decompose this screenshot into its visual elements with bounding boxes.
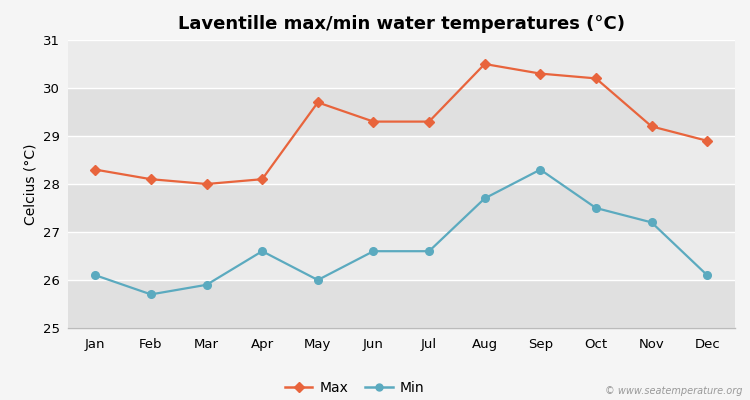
Min xyxy=(647,220,656,225)
Min xyxy=(258,249,267,254)
Bar xyxy=(68,232,735,280)
Min xyxy=(91,273,100,278)
Max xyxy=(703,138,712,143)
Text: © www.seatemperature.org: © www.seatemperature.org xyxy=(605,386,742,396)
Max xyxy=(424,119,433,124)
Bar xyxy=(68,136,735,184)
Min xyxy=(202,282,211,287)
Bar xyxy=(68,40,735,88)
Min xyxy=(424,249,433,254)
Min xyxy=(592,206,601,210)
Max xyxy=(146,177,155,182)
Min xyxy=(146,292,155,297)
Max xyxy=(314,100,322,105)
Min xyxy=(703,273,712,278)
Y-axis label: Celcius (°C): Celcius (°C) xyxy=(23,143,38,225)
Max xyxy=(202,182,211,186)
Min xyxy=(369,249,378,254)
Line: Min: Min xyxy=(92,166,711,298)
Bar xyxy=(68,184,735,232)
Bar xyxy=(68,280,735,328)
Min xyxy=(314,278,322,282)
Line: Max: Max xyxy=(92,60,711,188)
Title: Laventille max/min water temperatures (°C): Laventille max/min water temperatures (°… xyxy=(178,15,625,33)
Min xyxy=(480,196,489,201)
Max xyxy=(592,76,601,81)
Max xyxy=(91,167,100,172)
Max xyxy=(647,124,656,129)
Max xyxy=(536,71,544,76)
Max xyxy=(369,119,378,124)
Max xyxy=(258,177,267,182)
Legend: Max, Min: Max, Min xyxy=(279,375,430,400)
Max xyxy=(480,62,489,66)
Bar xyxy=(68,88,735,136)
Min xyxy=(536,167,544,172)
